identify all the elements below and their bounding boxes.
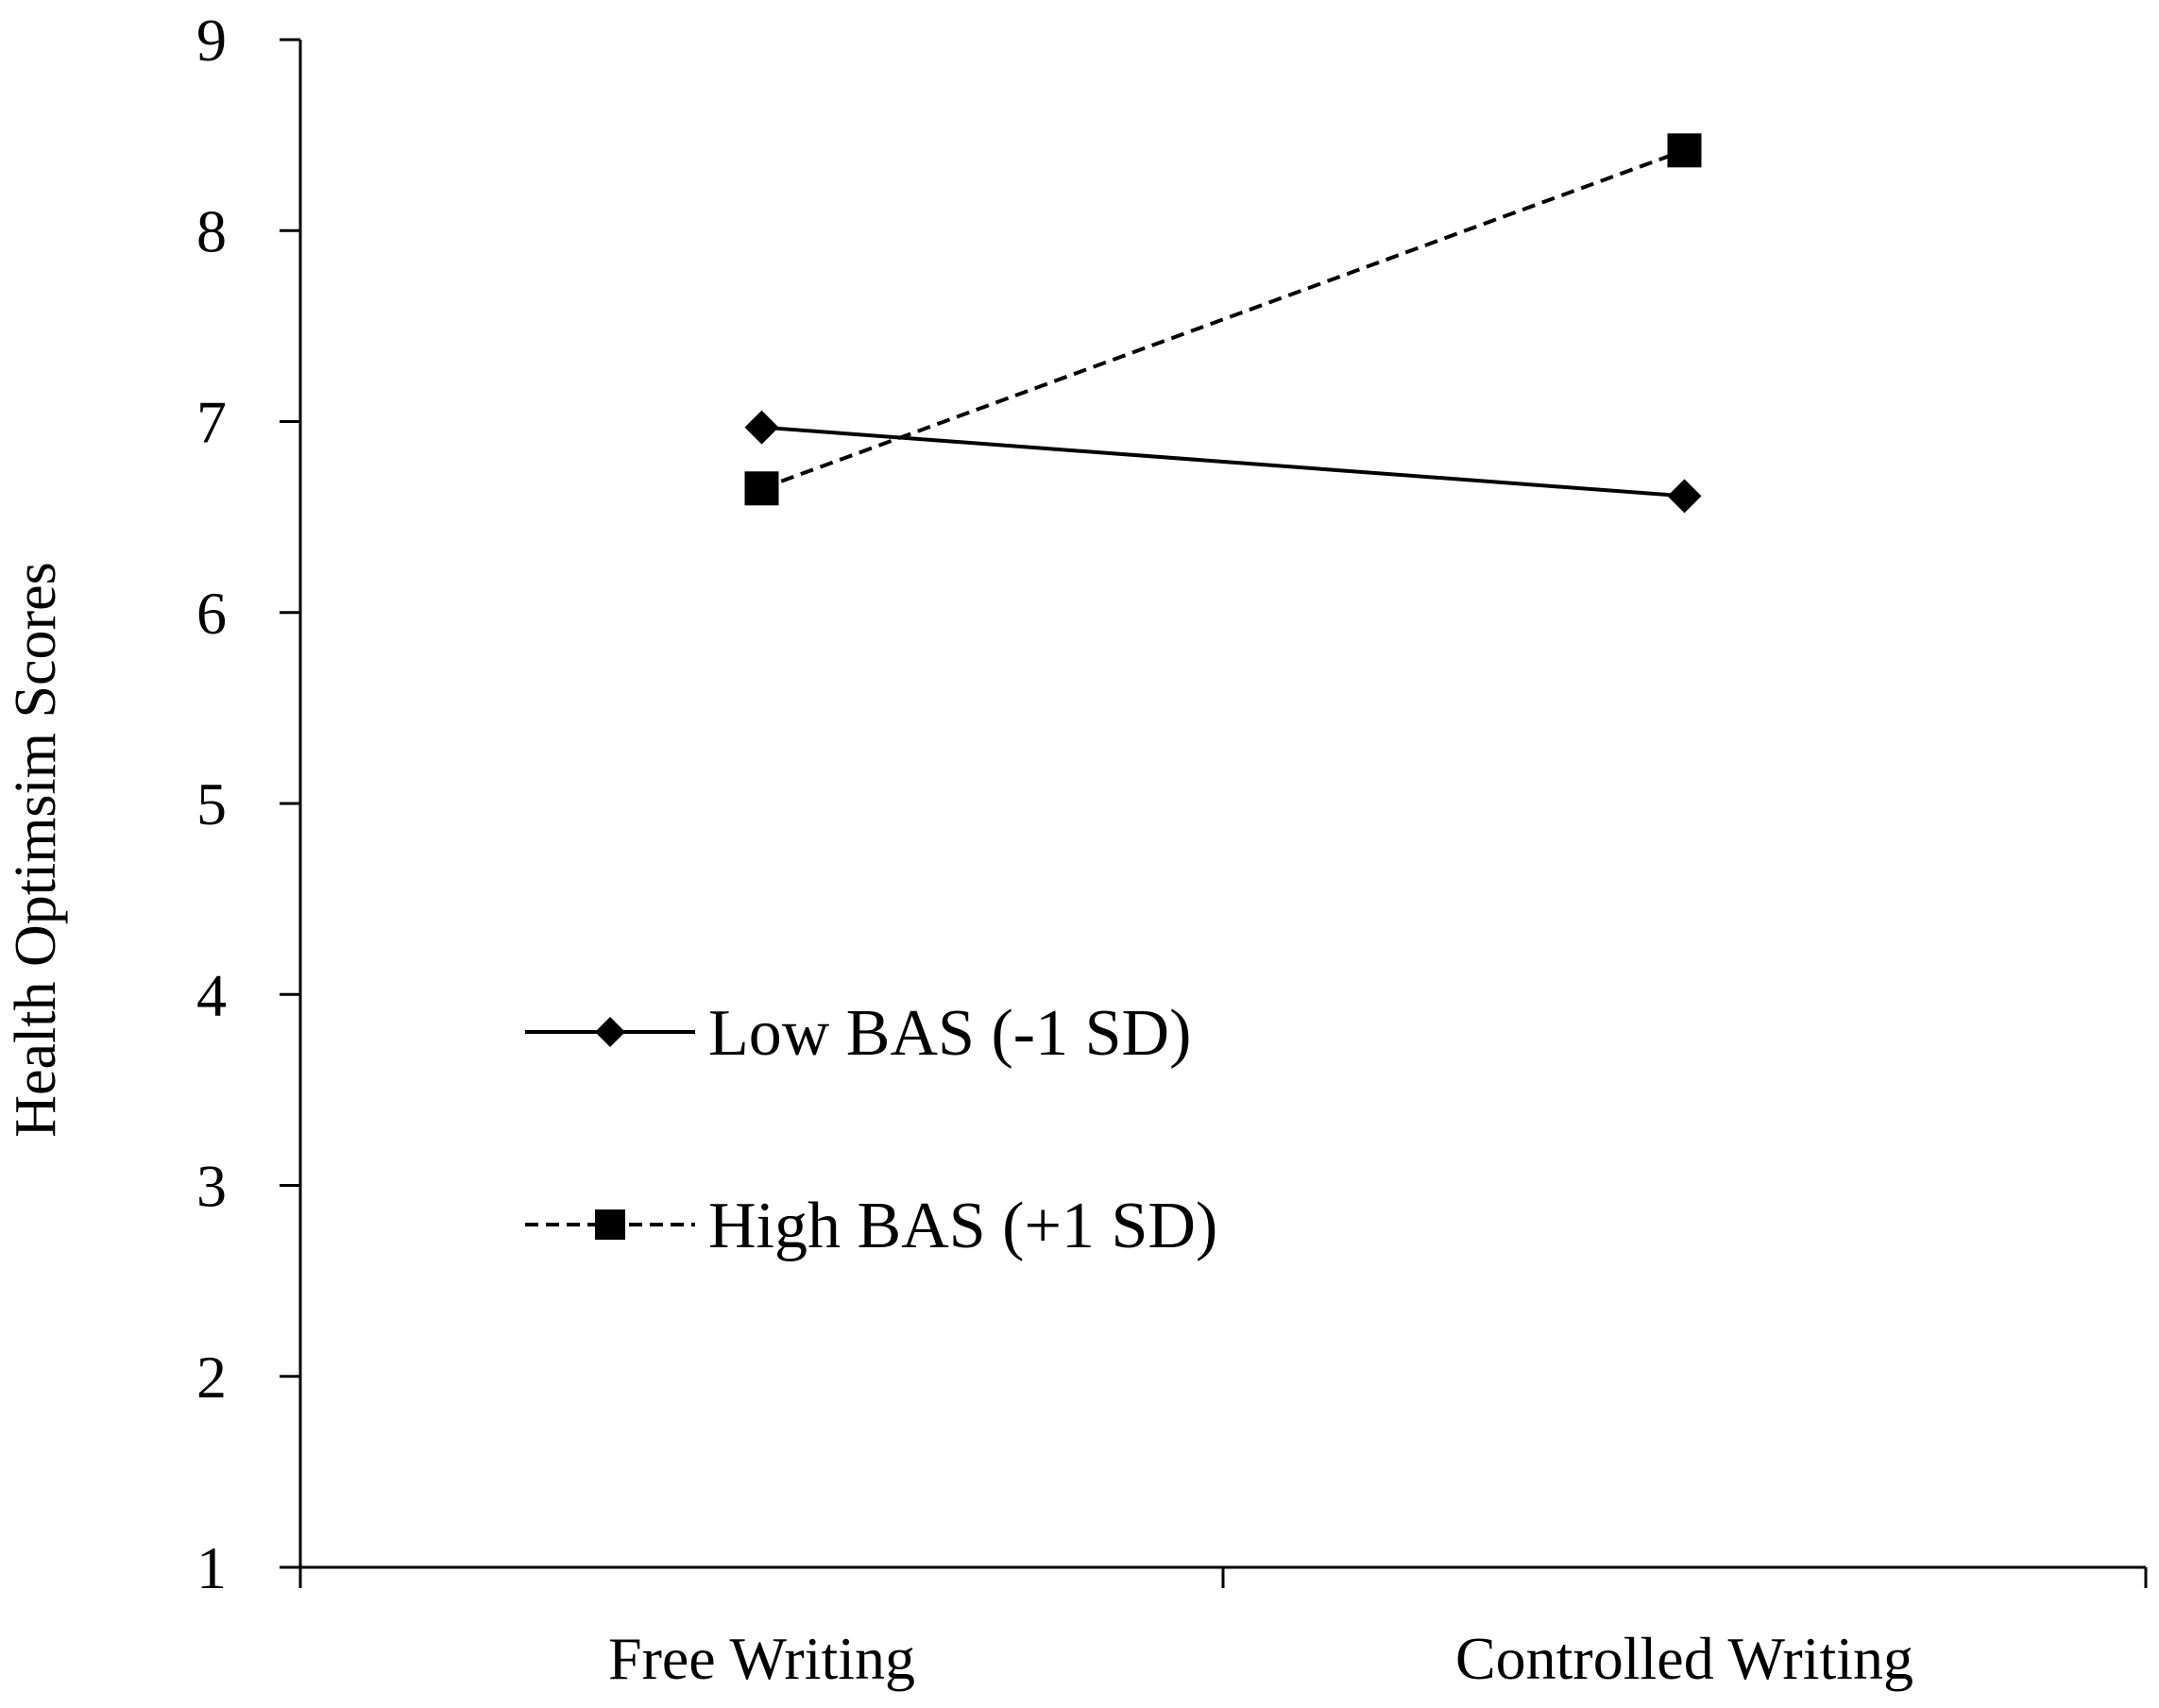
series-0 bbox=[744, 410, 1702, 514]
legend-item: High BAS (+1 SD) bbox=[525, 1190, 1217, 1262]
y-tick-label: 5 bbox=[196, 770, 227, 837]
series-1 bbox=[744, 133, 1702, 506]
legend-marker bbox=[595, 1209, 625, 1240]
y-tick-label: 4 bbox=[196, 961, 227, 1028]
series-layer bbox=[744, 133, 1702, 514]
data-point bbox=[744, 410, 779, 445]
legend-marker bbox=[595, 1017, 625, 1047]
data-point bbox=[744, 471, 779, 506]
y-axis-label: Health Optimsim Scores bbox=[4, 562, 68, 1138]
y-tick-label: 8 bbox=[196, 197, 227, 264]
y-tick-label: 1 bbox=[196, 1534, 227, 1601]
legend: Low BAS (-1 SD) High BAS (+1 SD) bbox=[525, 997, 1217, 1262]
data-point bbox=[1667, 133, 1702, 168]
y-tick-label: 6 bbox=[196, 580, 227, 647]
y-tick-label: 9 bbox=[196, 7, 227, 74]
legend-item: Low BAS (-1 SD) bbox=[525, 997, 1191, 1070]
axes bbox=[298, 40, 2146, 1569]
y-tick-label: 7 bbox=[196, 389, 227, 456]
series-line bbox=[761, 425, 1685, 499]
y-tick-label: 2 bbox=[196, 1344, 227, 1411]
x-tick-label: Free Writing bbox=[608, 1625, 915, 1692]
x-ticks: Free Writing Controlled Writing bbox=[298, 1567, 2148, 1692]
y-ticks: 1 2 3 4 5 6 7 8 9 bbox=[196, 7, 300, 1601]
series-line bbox=[760, 148, 1686, 491]
legend-label: High BAS (+1 SD) bbox=[708, 1190, 1217, 1262]
legend-label: Low BAS (-1 SD) bbox=[708, 997, 1191, 1070]
y-tick-label: 3 bbox=[196, 1153, 227, 1220]
data-point bbox=[1667, 479, 1702, 514]
x-tick-label: Controlled Writing bbox=[1455, 1625, 1913, 1692]
